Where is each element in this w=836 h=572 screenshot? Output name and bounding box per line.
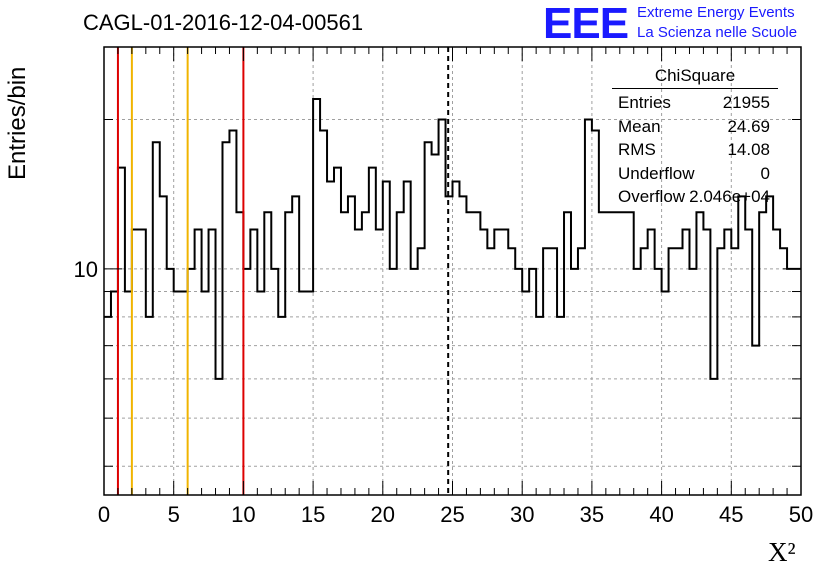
x-axis-label: X² xyxy=(768,537,796,567)
stats-row-entries: Entries 21955 xyxy=(612,91,778,115)
y-tick-label: 10 xyxy=(74,257,98,282)
stats-row-rms: RMS 14.08 xyxy=(612,138,778,162)
x-tick-label: 5 xyxy=(168,502,180,527)
stats-value: 0 xyxy=(760,163,770,183)
stats-label: Mean xyxy=(618,116,661,136)
stats-value: 24.69 xyxy=(727,116,770,136)
logo-caption: Extreme Energy Events La Scienza nelle S… xyxy=(637,3,797,43)
y-axis-label: Entries/bin xyxy=(4,66,31,180)
logo-caption-line2: La Scienza nelle Scuole xyxy=(637,24,798,41)
stats-value: 2.046e+04 xyxy=(689,187,770,206)
stats-row-mean: Mean 24.69 xyxy=(612,115,778,139)
x-tick-label: 20 xyxy=(371,502,395,527)
stats-value: 21955 xyxy=(722,93,770,112)
chart-title: CAGL-01-2016-12-04-00561 xyxy=(83,10,364,35)
logo-caption-line1: Extreme Energy Events xyxy=(637,4,795,21)
stats-label: Entries xyxy=(618,93,671,112)
eee-logo: EEE xyxy=(543,0,629,48)
x-tick-label: 35 xyxy=(580,502,604,527)
x-tick-label: 30 xyxy=(510,502,534,527)
x-tick-label: 25 xyxy=(440,502,464,527)
x-tick-label: 40 xyxy=(649,502,673,527)
stats-box: ChiSquare Entries 21955 Mean 24.69 RMS 14.0… xyxy=(612,66,778,209)
stats-value: 14.08 xyxy=(727,140,770,159)
x-tick-label: 45 xyxy=(719,502,743,527)
stats-label: Overflow xyxy=(618,187,686,206)
stats-row-overflow: Overflow 2.046e+04 xyxy=(612,185,778,209)
x-tick-label: 10 xyxy=(231,502,255,527)
x-tick-label: 0 xyxy=(98,502,110,527)
stats-label: RMS xyxy=(618,140,656,159)
stats-header: ChiSquare xyxy=(612,66,778,89)
x-tick-label: 15 xyxy=(301,502,325,527)
stats-row-underflow: Underflow 0 xyxy=(612,162,778,186)
x-tick-label: 50 xyxy=(789,502,813,527)
stats-label: Underflow xyxy=(618,163,695,183)
histogram-series xyxy=(104,97,801,380)
